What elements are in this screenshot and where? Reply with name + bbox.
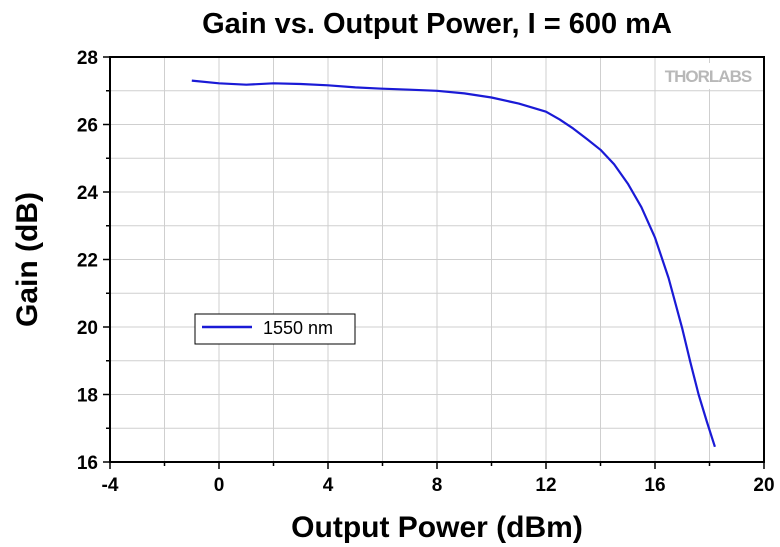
- chart-title: Gain vs. Output Power, I = 600 mA: [202, 8, 672, 40]
- y-tick-label: 16: [77, 453, 98, 474]
- legend-label: 1550 nm: [263, 318, 333, 338]
- x-tick-label: 0: [214, 475, 225, 496]
- series-line: [191, 79, 716, 448]
- axis-ticks: -4 0 4 8 12 16 20 16 18 20 22 24 26 28: [77, 48, 775, 496]
- x-axis-label: Output Power (dBm): [291, 511, 583, 544]
- legend: 1550 nm: [194, 313, 356, 345]
- legend-box: [194, 313, 356, 345]
- x-tick-label: 4: [323, 475, 334, 496]
- thorlabs-logo: THORLABS: [658, 63, 758, 89]
- x-tick-label: -4: [102, 475, 119, 496]
- y-tick-label: 22: [77, 251, 98, 272]
- x-tick-label: 16: [644, 475, 665, 496]
- x-tick-label: 12: [535, 475, 556, 496]
- y-axis-label: Gain (dB): [11, 192, 44, 327]
- y-tick-label: 26: [77, 116, 98, 137]
- logo-background: [658, 63, 758, 89]
- y-tick-label: 18: [77, 386, 98, 407]
- logo-text: THORLABS: [665, 67, 752, 86]
- series-lines: [191, 79, 716, 448]
- grid: [110, 57, 764, 462]
- x-tick-label: 8: [432, 475, 443, 496]
- y-tick-label: 20: [77, 318, 98, 339]
- y-tick-label: 28: [77, 48, 98, 69]
- y-tick-label: 24: [77, 183, 99, 204]
- x-tick-label: 20: [753, 475, 774, 496]
